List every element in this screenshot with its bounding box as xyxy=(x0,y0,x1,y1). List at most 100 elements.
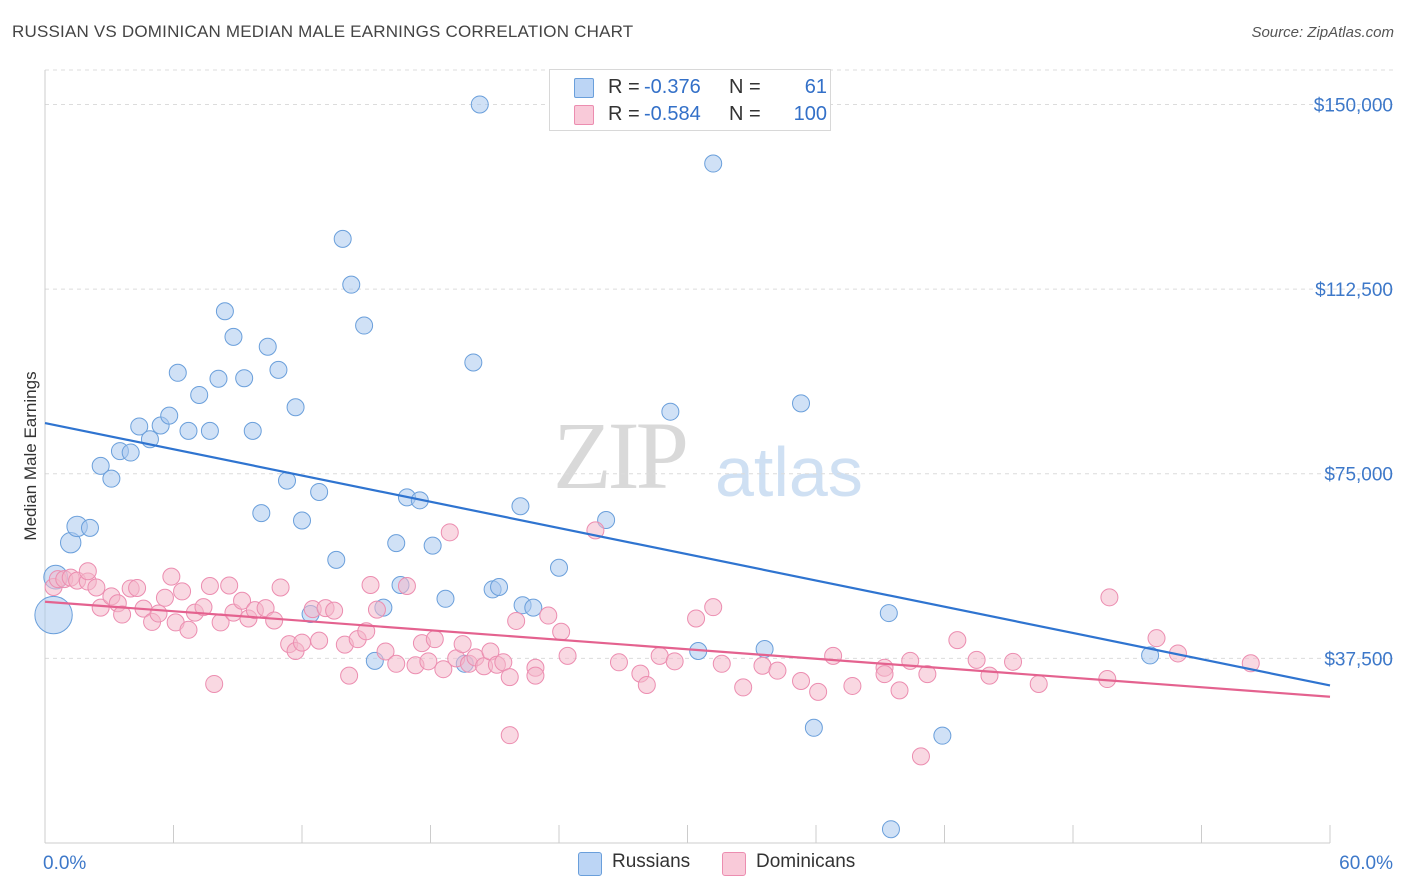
dominicans-point xyxy=(500,668,519,687)
russians-point xyxy=(286,398,305,417)
dominicans-point xyxy=(824,646,843,665)
dominicans-point xyxy=(162,567,181,586)
russians-point xyxy=(130,417,149,436)
dominicans-point xyxy=(376,642,395,661)
russians-point xyxy=(121,443,140,462)
dominicans-point xyxy=(265,611,284,630)
tick-labels: $37,500 $75,000 $112,500 $150,000 0.0% 60.0% xyxy=(43,95,1393,874)
dominicans-point xyxy=(637,675,656,694)
dominicans-point xyxy=(293,633,311,652)
dominicans-point xyxy=(205,674,224,693)
dominicans-point xyxy=(453,635,472,654)
dominicans-point xyxy=(233,591,252,610)
dominicans-point xyxy=(155,588,174,607)
chart-title: RUSSIAN VS DOMINICAN MEDIAN MALE EARNING… xyxy=(12,22,634,41)
russians-swatch xyxy=(574,78,594,98)
russians-trend-line xyxy=(44,421,1331,687)
dominicans-point xyxy=(768,661,787,680)
russians-point xyxy=(80,518,99,537)
y-tick-label: $150,000 xyxy=(1314,95,1393,116)
russians-legend-swatch xyxy=(578,852,602,876)
russians-point xyxy=(258,337,277,356)
dominicans-point xyxy=(918,665,937,684)
russians-point xyxy=(879,604,898,623)
r-value-dominicans: -0.584 xyxy=(644,103,701,125)
russians-point xyxy=(200,421,219,440)
dominicans-legend-swatch xyxy=(722,852,746,876)
russians-point xyxy=(34,595,73,635)
dominicans-legend-label: Dominicans xyxy=(756,851,856,872)
dominicans-point xyxy=(500,726,519,745)
russians-point xyxy=(881,820,900,839)
dominicans-point xyxy=(357,622,376,641)
dominicans-point xyxy=(665,652,684,671)
russians-point xyxy=(168,363,187,382)
dominicans-point xyxy=(434,660,453,679)
watermark-zip: ZIP xyxy=(553,402,689,509)
dominicans-point xyxy=(310,631,329,650)
russians-point xyxy=(490,577,509,596)
dominicans-point xyxy=(650,646,669,665)
russians-point xyxy=(224,327,243,346)
dominicans-point xyxy=(753,656,772,675)
russians-point xyxy=(355,316,374,335)
russians-point xyxy=(524,598,543,617)
russians-point xyxy=(661,402,680,421)
dominicans-point xyxy=(980,666,999,685)
dominicans-point xyxy=(91,598,110,617)
dominicans-point xyxy=(507,611,526,630)
dominicans-point xyxy=(911,747,930,766)
dominicans-point xyxy=(78,562,97,581)
dominicans-point xyxy=(425,630,444,649)
dominicans-point xyxy=(875,665,894,684)
russians-point xyxy=(160,406,179,425)
dominicans-point xyxy=(419,652,438,671)
russians-point xyxy=(102,469,121,488)
dominicans-point xyxy=(1004,652,1023,671)
dominicans-point xyxy=(340,666,359,685)
dominicans-point xyxy=(948,631,967,650)
dominicans-point xyxy=(734,678,753,697)
russians-point xyxy=(333,229,352,248)
y-axis-label: Median Male Earnings xyxy=(21,371,40,540)
axes xyxy=(44,70,1331,844)
dominicans-point xyxy=(325,601,344,620)
y-tick-label: $75,000 xyxy=(1324,465,1393,486)
dominicans-point xyxy=(687,609,706,628)
dominicans-point xyxy=(113,605,132,624)
y-tick-label: $112,500 xyxy=(1315,280,1393,301)
n-value-russians: 61 xyxy=(804,76,827,98)
russians-point xyxy=(243,421,262,440)
dominicans-point xyxy=(552,622,571,641)
russians-point xyxy=(327,550,346,569)
dominicans-point xyxy=(87,578,106,597)
r-label: R = xyxy=(608,76,640,98)
dominicans-point xyxy=(1100,588,1119,607)
dominicans-point xyxy=(890,681,909,700)
dominicans-point xyxy=(967,650,986,669)
russians-point xyxy=(792,394,811,413)
dominicans-point xyxy=(149,604,168,623)
russians-point xyxy=(387,534,406,553)
russians-point xyxy=(190,385,209,404)
dominicans-point xyxy=(712,654,731,673)
russians-point xyxy=(464,353,483,372)
russians-point xyxy=(704,154,723,173)
dominicans-point xyxy=(194,598,213,617)
russians-point xyxy=(550,558,568,577)
dominicans-point xyxy=(792,672,811,691)
dominicans-point xyxy=(220,576,239,595)
russians-point xyxy=(209,369,228,388)
dominicans-point xyxy=(179,620,198,639)
russians-point xyxy=(91,456,110,475)
dominicans-point xyxy=(843,676,862,695)
series-dominicans-points xyxy=(44,521,1260,766)
russians-legend-label: Russians xyxy=(612,851,691,872)
dominicans-point xyxy=(256,599,275,618)
russians-point xyxy=(235,369,254,388)
russians-point xyxy=(804,718,823,737)
source-attribution: Source: ZipAtlas.com xyxy=(1251,24,1394,41)
russians-point xyxy=(215,302,234,321)
dominicans-point xyxy=(609,653,628,672)
r-value-russians: -0.376 xyxy=(644,76,701,98)
